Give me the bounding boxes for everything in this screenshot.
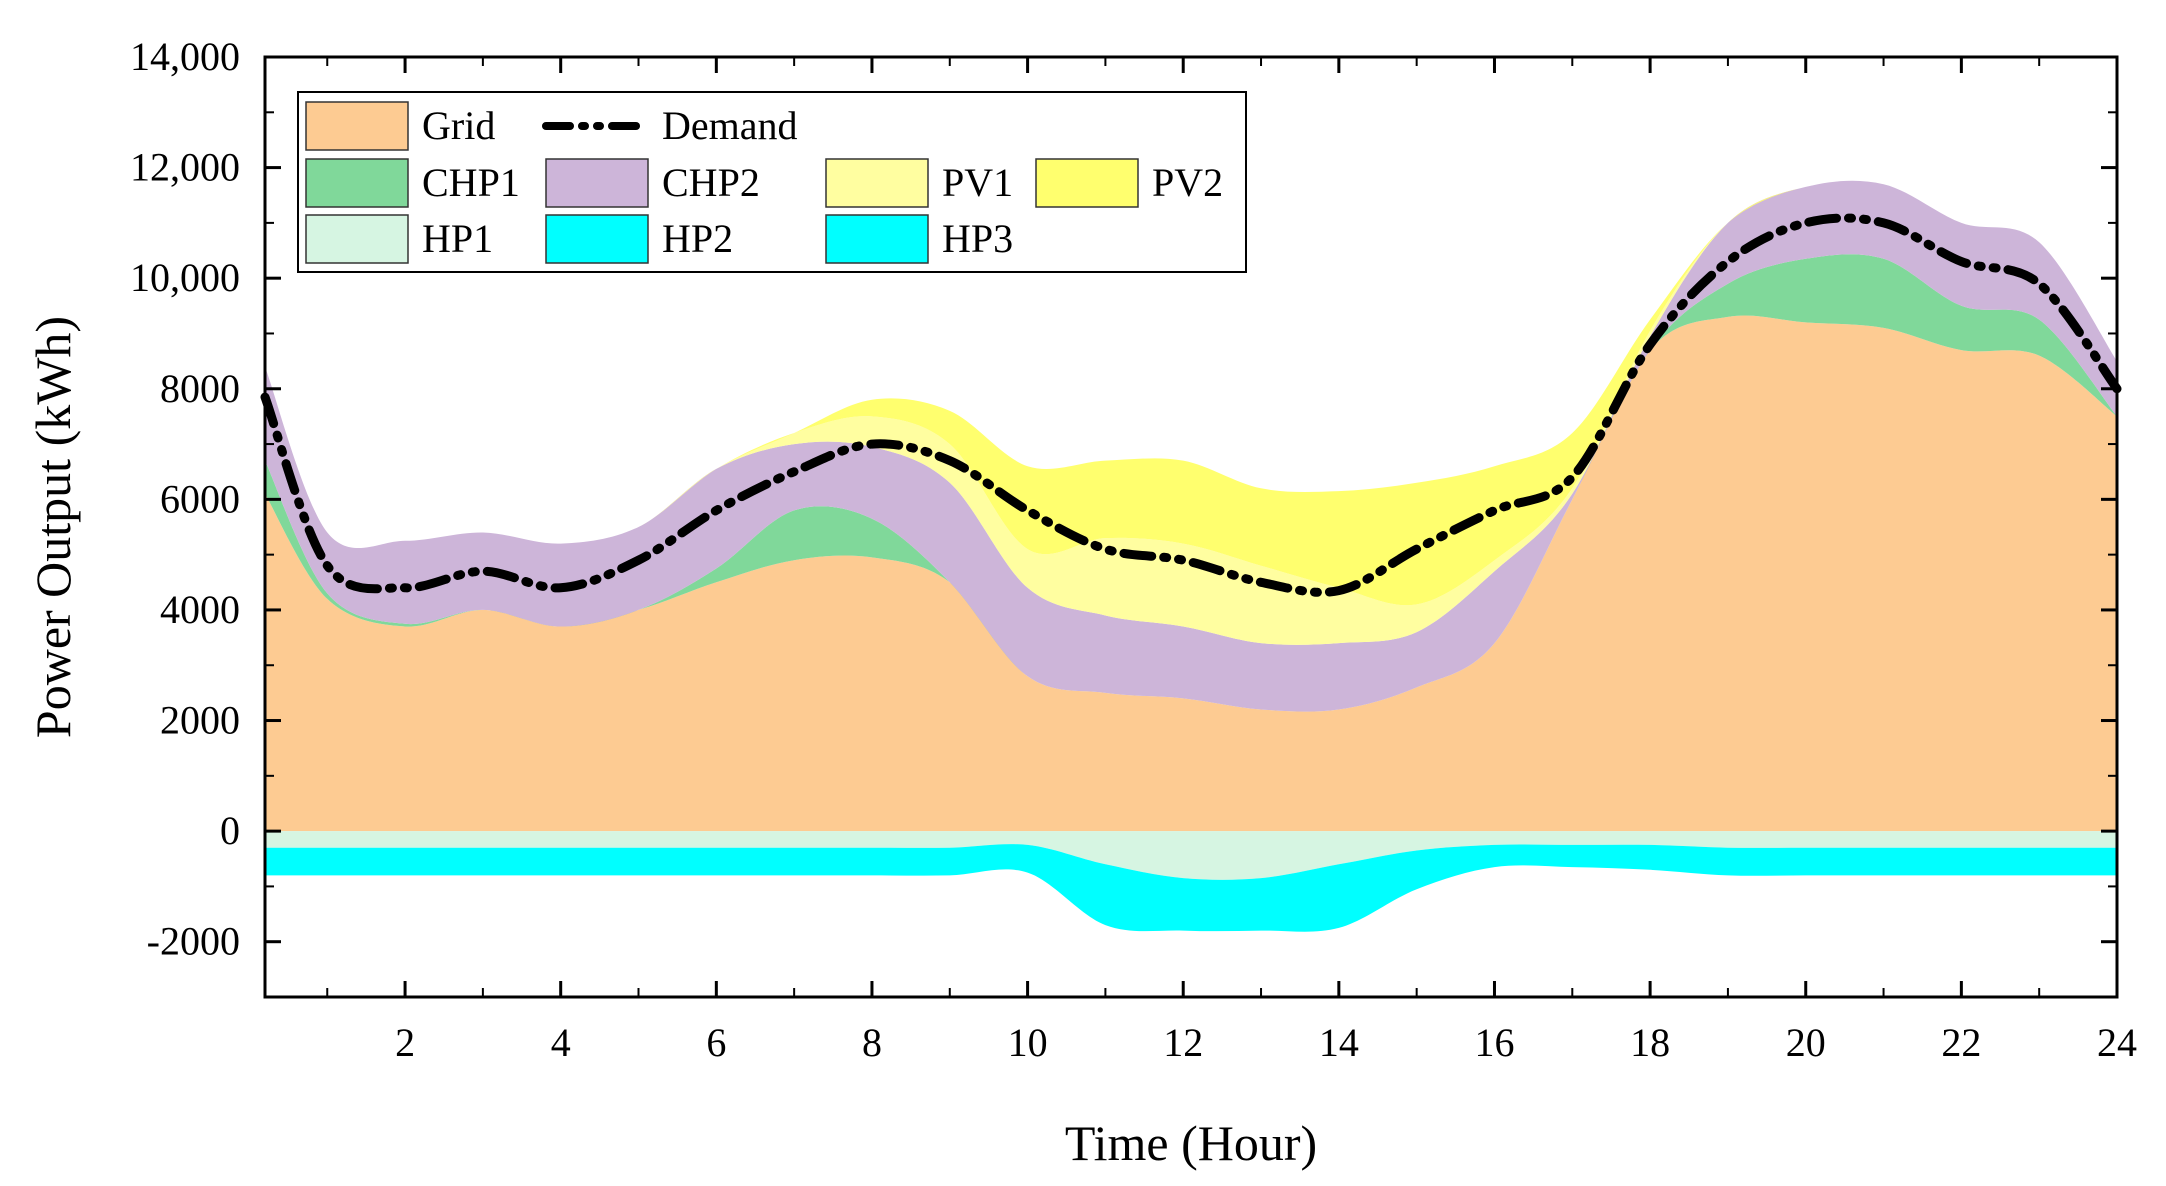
legend-label-pv2: PV2: [1152, 160, 1223, 205]
area-chp1: [265, 254, 2117, 712]
legend-swatch-pv2: [1035, 158, 1139, 208]
area-grid: [265, 315, 2117, 832]
legend-label-hp2: HP2: [662, 216, 733, 261]
y-tick-label: -2000: [147, 919, 240, 964]
legend-label-hp3: HP3: [942, 216, 1013, 261]
legend-label-grid: Grid: [422, 103, 495, 148]
y-tick-label: 12,000: [130, 145, 240, 190]
legend-swatch-hp2: [545, 214, 649, 264]
y-tick-label: 8000: [160, 366, 240, 411]
x-tick-label: 16: [1474, 1020, 1514, 1065]
x-tick-label: 4: [551, 1020, 571, 1065]
legend-swatch-hp1: [305, 214, 409, 264]
area-chp2: [265, 180, 2117, 712]
x-axis-title: Time (Hour): [1065, 1115, 1317, 1171]
area-hp1: [265, 831, 2117, 880]
legend-label-hp1: HP1: [422, 216, 493, 261]
legend-label-chp2: CHP2: [662, 160, 760, 205]
y-tick-label: 14,000: [130, 34, 240, 79]
y-tick-label: 0: [220, 808, 240, 853]
y-tick-label: 4000: [160, 587, 240, 632]
x-tick-label: 8: [862, 1020, 882, 1065]
x-tick-label: 6: [706, 1020, 726, 1065]
plot-frame: [263, 55, 2119, 999]
legend-swatch-chp2: [545, 158, 649, 208]
y-axis-title: Power Output (kWh): [25, 316, 81, 738]
legend-swatch-chp1: [305, 158, 409, 208]
stacked-areas: [265, 180, 2117, 932]
y-tick-label: 10,000: [130, 255, 240, 300]
y-tick-label: 2000: [160, 698, 240, 743]
demand-line-layer: [260, 213, 2122, 597]
x-tick-label: 20: [1786, 1020, 1826, 1065]
legend-label-chp1: CHP1: [422, 160, 520, 205]
area-pv1: [265, 180, 2117, 645]
x-axis-ticks: 2 4 6 8 10 12 14 16 18 20 22 24: [326, 57, 2137, 1065]
x-tick-label: 18: [1630, 1020, 1670, 1065]
x-tick-label: 10: [1008, 1020, 1048, 1065]
y-axis-ticks: -2000 0 2000 4000 6000 8000 10,000 12,000 14,000: [130, 34, 2117, 998]
x-tick-label: 14: [1319, 1020, 1359, 1065]
x-tick-label: 24: [2097, 1020, 2137, 1065]
legend-swatch-hp3: [825, 214, 929, 264]
x-tick-label: 22: [1941, 1020, 1981, 1065]
y-tick-label: 6000: [160, 476, 240, 521]
area-pv2: [265, 180, 2117, 606]
legend-swatch-pv1: [825, 158, 929, 208]
legend-label-pv1: PV1: [942, 160, 1013, 205]
legend: Grid Demand CHP1 CHP2 PV1 PV2 HP1 HP2 HP3: [297, 91, 1247, 273]
area-hp2: [265, 844, 2117, 932]
demand-line: [260, 213, 2122, 597]
legend-swatch-grid: [305, 101, 409, 151]
x-tick-label: 12: [1163, 1020, 1203, 1065]
x-tick-label: 2: [395, 1020, 415, 1065]
legend-label-demand: Demand: [662, 103, 798, 148]
